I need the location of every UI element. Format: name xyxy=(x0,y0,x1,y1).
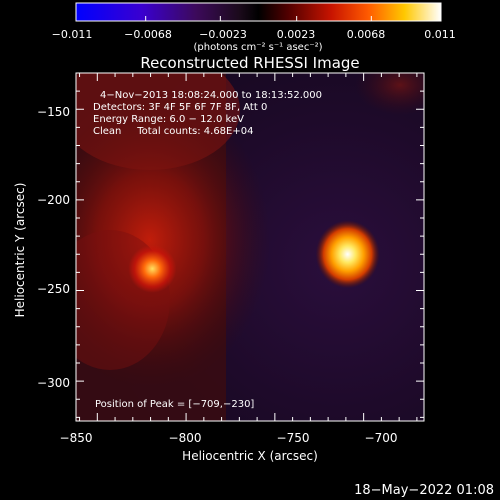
render-timestamp: 18−May−2022 01:08 xyxy=(354,483,494,498)
colorbar-ticks xyxy=(75,16,442,21)
y-tick-label: −300 xyxy=(37,376,70,390)
x-tick-label: −750 xyxy=(277,431,310,445)
y-axis-label: Heliocentric Y (arcsec) xyxy=(13,183,27,318)
chart-title: Reconstructed RHESSI Image xyxy=(140,54,359,72)
plot-frame xyxy=(75,72,425,422)
axis-ticks xyxy=(76,72,424,421)
x-tick-label: −800 xyxy=(169,431,202,445)
y-tick-label: −150 xyxy=(37,105,70,119)
colorbar xyxy=(75,2,442,22)
y-tick-label: −200 xyxy=(37,193,70,207)
y-tick-label: −250 xyxy=(37,282,70,296)
annotation-energy-range: Energy Range: 6.0 − 12.0 keV xyxy=(93,114,244,125)
colorbar-tick-label: 0.0068 xyxy=(347,28,386,41)
peak-source xyxy=(315,220,380,289)
colorbar-tick-label: −0.011 xyxy=(52,28,93,41)
image-area xyxy=(76,73,424,421)
x-tick-label: −700 xyxy=(365,431,398,445)
annotation-detectors: Detectors: 3F 4F 5F 6F 7F 8F, Att 0 xyxy=(93,102,267,113)
colorbar-tick-label: −0.0023 xyxy=(199,28,247,41)
x-tick-label: −850 xyxy=(60,431,93,445)
colorbar-tick-label: 0.0023 xyxy=(277,28,316,41)
secondary-source xyxy=(128,244,177,293)
annotation-time-range: 4−Nov−2013 18:08:24.000 to 18:13:52.000 xyxy=(100,90,322,101)
colorbar-tick-label: 0.011 xyxy=(424,28,456,41)
annotation-peak-position: Position of Peak = [−709,−230] xyxy=(95,399,254,410)
colorbar-unit-label: (photons cm⁻² s⁻¹ asec⁻²) xyxy=(193,42,322,53)
annotation-clean-counts: Clean Total counts: 4.68E+04 xyxy=(93,126,253,137)
colorbar-tick-label: −0.0068 xyxy=(124,28,172,41)
x-axis-label: Heliocentric X (arcsec) xyxy=(182,449,318,463)
